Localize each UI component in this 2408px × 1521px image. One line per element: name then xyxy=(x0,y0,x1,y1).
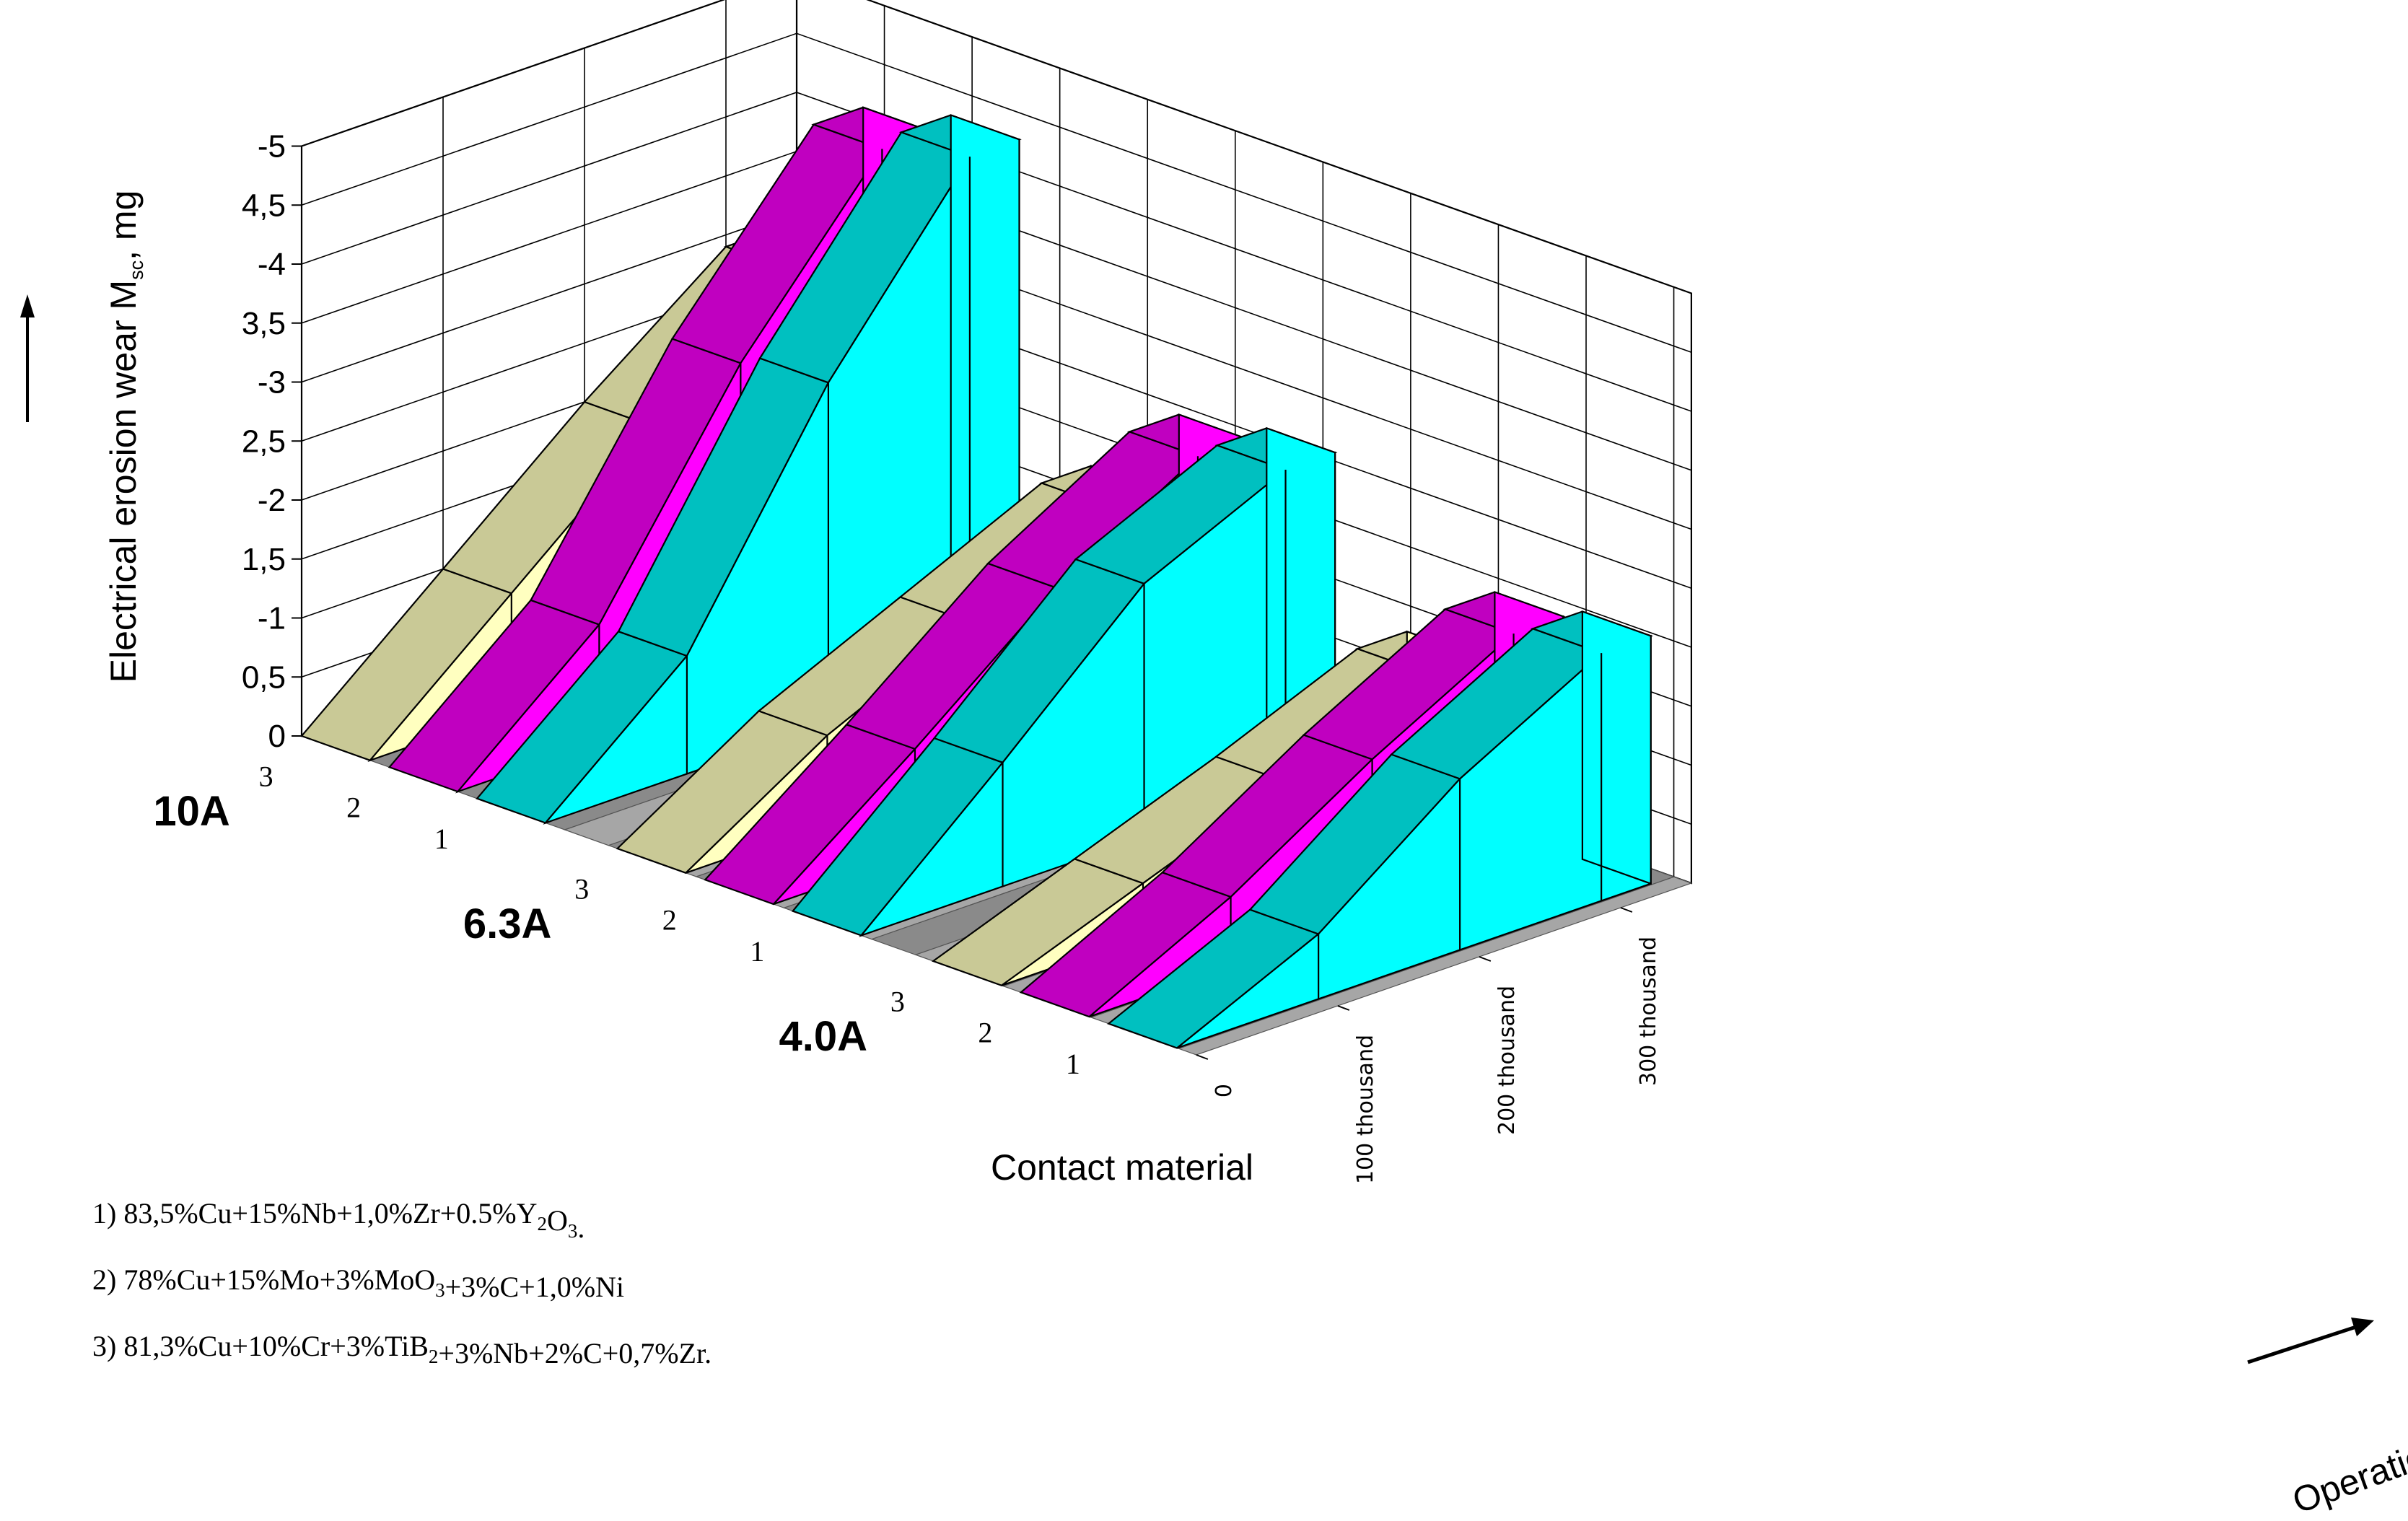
legend-item: 2) 78%Cu+15%Mo+3%MoO3+3%C+1,0%Ni xyxy=(92,1263,624,1303)
operation-tick-label: 300 thousand xyxy=(1636,937,1661,1086)
legend: 1) 83,5%Cu+15%Nb+1,0%Zr+0.5%Y2O3. 2) 78%C… xyxy=(92,1197,712,1369)
bar-end-face xyxy=(1581,610,1652,885)
y-tick-label: -3 xyxy=(258,365,286,400)
op-tick-mark xyxy=(1337,1005,1350,1011)
operation-tick-label: 200 thousand xyxy=(1494,986,1520,1135)
material-label: 2 xyxy=(978,1017,992,1049)
material-label: 1 xyxy=(434,823,449,855)
op-tick-mark xyxy=(1620,907,1633,913)
y-tick-label: 2,5 xyxy=(242,424,286,459)
chart-bars xyxy=(300,106,1654,1049)
material-label: 3 xyxy=(574,872,589,905)
z-axis-title: Operation xyxy=(2287,1429,2408,1521)
material-label: 3 xyxy=(890,985,905,1017)
y-axis-title: Electrical erosion wear Msc, mg xyxy=(103,190,147,683)
group-label: 4.0A xyxy=(779,1013,867,1060)
y-tick-label: -1 xyxy=(258,601,286,636)
operation-tick-label: 0 xyxy=(1212,1084,1237,1097)
y-gridline xyxy=(301,32,1692,354)
group-label: 6.3A xyxy=(463,900,552,947)
y-gridline xyxy=(301,92,1692,412)
y-tick-label: 0 xyxy=(268,719,286,754)
y-tick-label: -4 xyxy=(258,247,286,282)
operation-tick-label: 100 thousand xyxy=(1353,1035,1378,1184)
floor-strip xyxy=(1177,876,1693,1056)
y-gridline xyxy=(301,0,1692,294)
material-label: 1 xyxy=(1066,1048,1080,1080)
svg-text:Electrical erosion wear Msc,: Electrical erosion wear Msc, mg xyxy=(103,190,147,683)
y-tick-label: 4,5 xyxy=(242,188,286,223)
op-tick-mark xyxy=(1196,1054,1209,1060)
chart-labels: 0 0,5 -1 1,5 -2 2,5 -3 3,5 -4 4,5 -5 3 2 1 3 2 1 3 2 1 10A 6.… xyxy=(153,129,1661,1185)
bar-series-4.0A-1 xyxy=(1107,610,1654,1049)
group-label: 10A xyxy=(153,788,229,835)
y-tick-label: -5 xyxy=(258,129,286,165)
material-label: 3 xyxy=(259,760,273,792)
z-axis-arrow xyxy=(2247,1318,2374,1364)
y-tick-label: 0,5 xyxy=(242,659,286,695)
y-axis-arrow xyxy=(20,294,35,422)
op-tick-mark xyxy=(1479,956,1492,962)
x-axis-title: Contact material xyxy=(991,1147,1253,1188)
y-tick-label: -2 xyxy=(258,483,286,518)
material-label: 2 xyxy=(346,792,361,824)
legend-item: 1) 83,5%Cu+15%Nb+1,0%Zr+0.5%Y2O3. xyxy=(92,1197,585,1244)
y-tick-label: 1,5 xyxy=(242,542,286,577)
material-label: 2 xyxy=(662,904,677,937)
y-tick-label: 3,5 xyxy=(242,306,286,341)
legend-item: 3) 81,3%Cu+10%Cr+3%TiB2+3%Nb+2%C+0,7%Zr. xyxy=(92,1330,712,1369)
material-label: 1 xyxy=(750,935,764,968)
